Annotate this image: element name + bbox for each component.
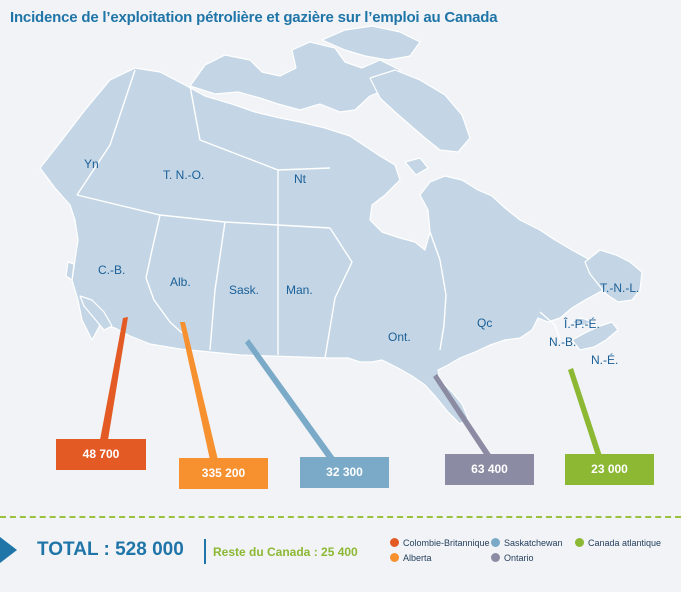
atlantic-leader <box>568 368 602 456</box>
legend-label-ontario: Ontario <box>504 553 534 563</box>
label-ontario: Ont. <box>388 330 411 344</box>
nova-scotia-shape <box>571 321 619 351</box>
reste-label: Reste du Canada : 25 400 <box>213 545 358 559</box>
arrow-icon <box>0 537 17 563</box>
callout-sask: 32 300 <box>300 457 389 488</box>
callout-atlantic: 23 000 <box>565 454 654 485</box>
haida-gwaii-shape <box>65 261 75 281</box>
legend-label-atlantic: Canada atlantique <box>588 538 662 548</box>
total-label: TOTAL : 528 000 <box>37 539 184 560</box>
legend-dot-alberta <box>390 553 399 562</box>
label-nunavut: Nt <box>294 172 306 186</box>
ontario-leader <box>433 374 492 456</box>
legend-item-atlantic: Canada atlantique <box>575 538 661 548</box>
vancouver-island-shape <box>79 295 113 331</box>
legend-item-sask: Saskatchewan <box>491 538 563 548</box>
mainland-shape <box>39 67 621 425</box>
sask-leader <box>245 339 335 458</box>
label-quebec: Qc <box>477 316 493 330</box>
divider-dashed <box>0 516 681 518</box>
label-nwt: T. N.-O. <box>163 168 205 182</box>
legend-label-sask: Saskatchewan <box>504 538 563 548</box>
label-manitoba: Man. <box>286 283 313 297</box>
label-sask: Sask. <box>229 283 260 297</box>
legend-item-bc: Colombie-Britannique <box>390 538 490 548</box>
legend-label-bc: Colombie-Britannique <box>403 538 490 548</box>
southampton-shape <box>404 157 429 176</box>
separator <box>204 539 206 564</box>
legend-dot-sask <box>491 538 500 547</box>
legend-dot-atlantic <box>575 538 584 547</box>
ellesmere-shape <box>321 25 421 61</box>
callout-ontario: 63 400 <box>445 454 534 485</box>
label-alberta: Alb. <box>170 275 191 289</box>
label-new-brunswick: N.-B. <box>549 335 577 349</box>
callout-alberta: 335 200 <box>179 458 268 489</box>
pei-shape <box>569 317 593 327</box>
legend-dot-bc <box>390 538 399 547</box>
label-bc: C.-B. <box>98 263 126 277</box>
legend-item-ontario: Ontario <box>491 553 534 563</box>
legend-label-alberta: Alberta <box>403 553 432 563</box>
label-newfoundland: T.-N.-L. <box>600 281 640 295</box>
label-nova-scotia: N.-É. <box>591 353 619 367</box>
label-yukon: Yn <box>84 157 99 171</box>
alberta-leader <box>180 322 218 460</box>
callout-bc: 48 700 <box>56 439 146 470</box>
label-pei: Î.-P.-É. <box>564 317 600 331</box>
arctic-islands-shape <box>189 41 401 113</box>
bc-leader <box>100 317 128 440</box>
chart-title: Incidence de l’exploitation pétrolière e… <box>10 9 498 26</box>
legend-dot-ontario <box>491 553 500 562</box>
baffin-shape <box>369 69 471 153</box>
legend-item-alberta: Alberta <box>390 553 432 563</box>
newfoundland-shape <box>584 249 643 303</box>
